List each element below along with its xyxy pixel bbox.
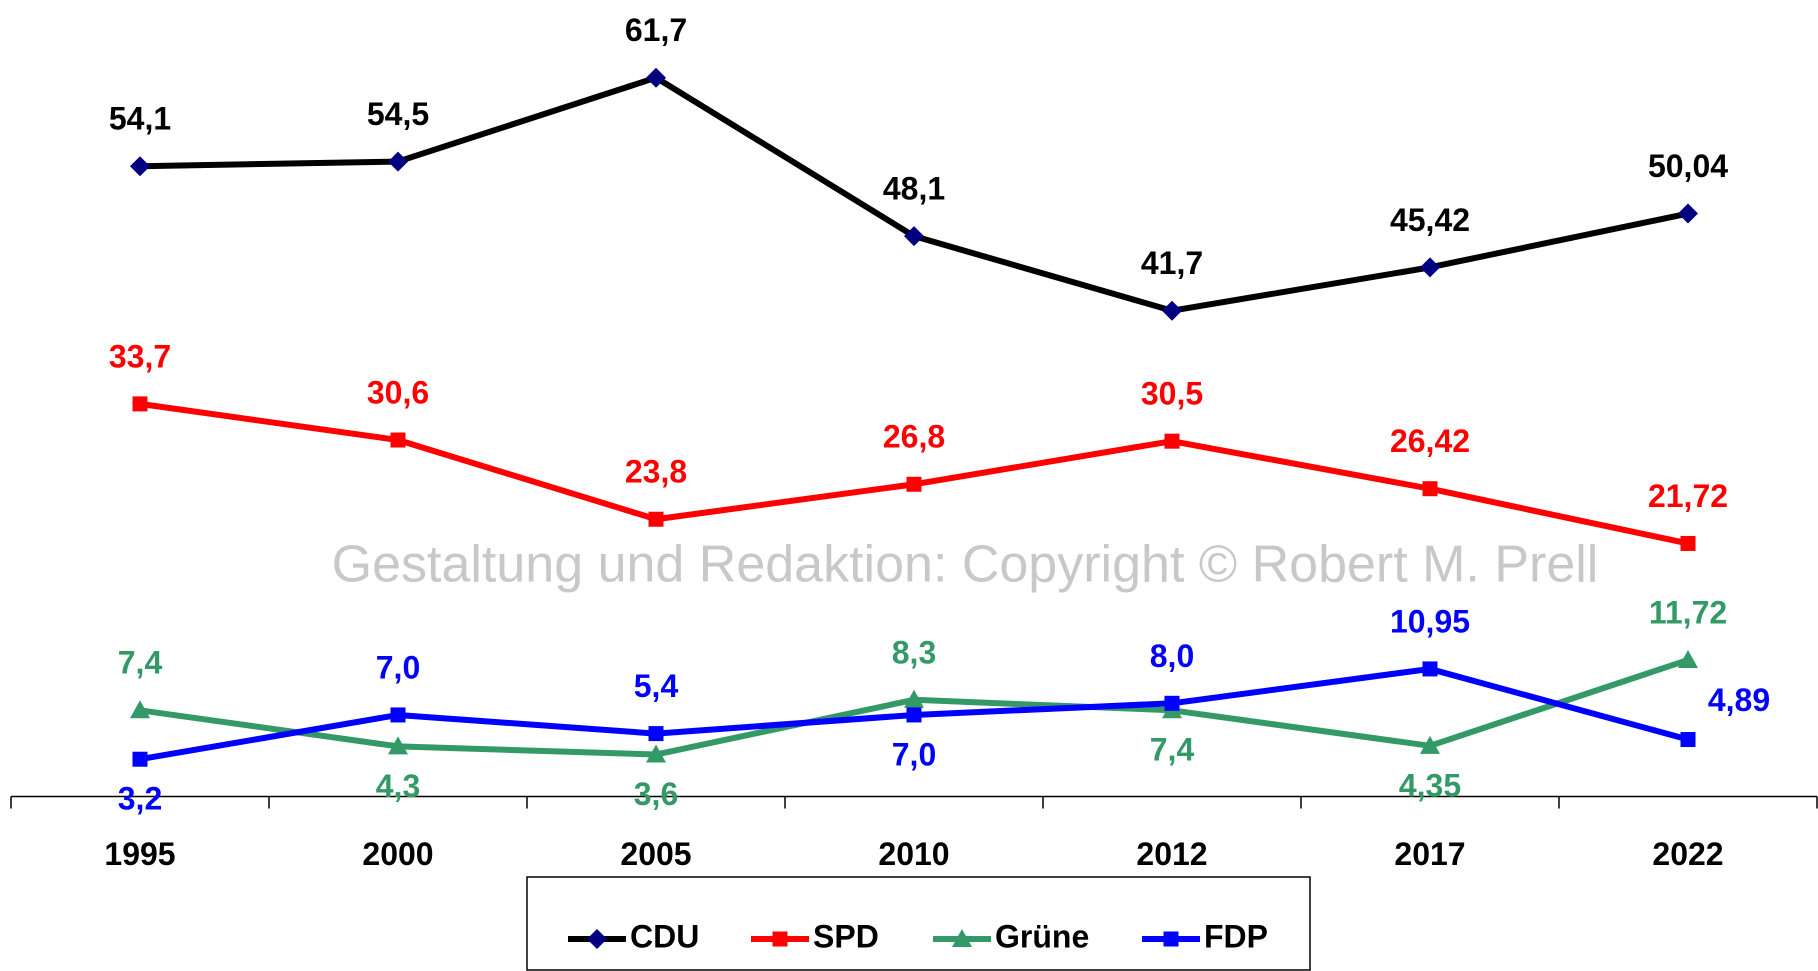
marker [1163,931,1179,947]
data-label: 26,42 [1390,423,1470,459]
x-tick-label: 2005 [620,836,691,872]
marker [1678,203,1698,224]
marker [1164,433,1180,449]
data-label: 54,1 [109,101,171,137]
data-label: 33,7 [109,338,171,374]
data-label: 30,5 [1141,376,1203,412]
marker [390,707,406,723]
marker [646,744,666,763]
data-label: 41,7 [1141,245,1203,281]
marker [906,476,922,492]
data-label: 5,4 [634,668,679,704]
marker [904,226,924,247]
marker [1162,300,1182,321]
marker [132,396,148,412]
legend-label: CDU [630,918,699,954]
marker [1422,481,1438,497]
x-tick-label: 2012 [1136,836,1207,872]
data-label: 4,89 [1708,682,1770,718]
marker [587,929,607,949]
marker [1678,649,1698,668]
data-label: 61,7 [625,12,687,48]
data-label: 4,35 [1399,767,1461,803]
data-label: 7,0 [892,736,936,772]
data-label: 21,72 [1648,478,1728,514]
x-tick-label: 2017 [1394,836,1465,872]
data-label: 45,42 [1390,202,1470,238]
legend-box [526,876,1311,971]
data-label: 54,5 [367,96,429,132]
marker [388,736,408,755]
data-label: 48,1 [883,171,945,207]
x-tick-label: 2000 [362,836,433,872]
data-label: 26,8 [883,419,945,455]
legend-label: FDP [1204,918,1268,954]
watermark: Gestaltung und Redaktion: Copyright © Ro… [332,536,1599,594]
data-label: 3,2 [118,781,162,817]
marker [772,931,788,947]
marker [1680,535,1696,551]
data-label: 7,0 [376,649,420,685]
marker [132,751,148,767]
data-label: 8,0 [1150,638,1194,674]
marker [904,689,924,708]
data-label: 7,4 [1150,732,1195,768]
marker [1420,257,1440,278]
legend-label: Grüne [995,918,1089,954]
data-label: 10,95 [1390,603,1470,639]
marker [130,700,150,719]
x-tick-label: 1995 [104,836,175,872]
x-tick-label: 2022 [1652,836,1723,872]
data-label: 3,6 [634,776,678,812]
marker [1422,661,1438,677]
marker [388,151,408,172]
data-label: 23,8 [625,454,687,490]
marker [646,67,666,88]
data-label: 11,72 [1649,594,1727,630]
marker [648,511,664,527]
marker [1420,735,1440,754]
marker [648,726,664,742]
marker [390,432,406,448]
data-label: 7,4 [118,645,163,681]
marker [1680,732,1696,748]
data-label: 50,04 [1648,148,1728,184]
legend-label: SPD [813,918,879,954]
data-label: 4,3 [376,768,420,804]
data-label: 8,3 [892,634,936,670]
marker [906,707,922,723]
marker [952,929,972,947]
x-tick-label: 2010 [878,836,949,872]
marker [130,156,150,177]
marker [1164,695,1180,711]
data-label: 30,6 [367,374,429,410]
